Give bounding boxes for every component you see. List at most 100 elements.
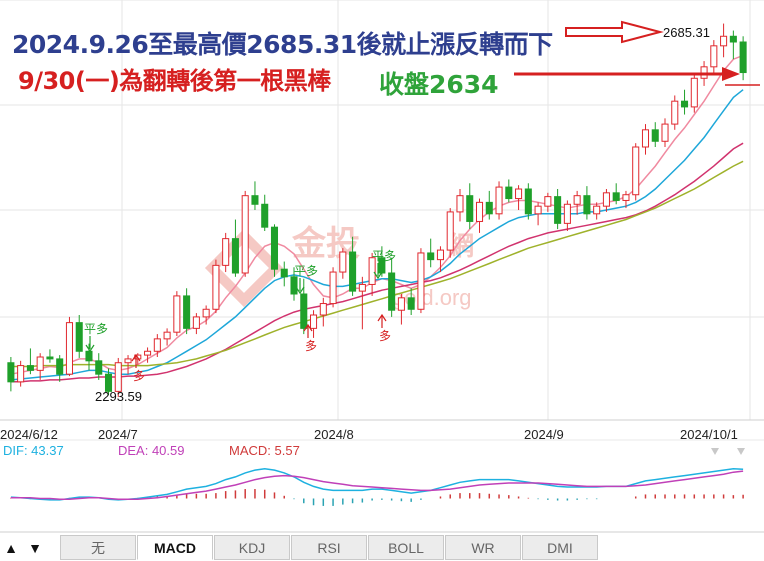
candle-body	[349, 251, 357, 292]
moving-average-lines	[10, 54, 744, 383]
dea-line	[10, 470, 744, 500]
signal-flat-long: 平多	[294, 264, 318, 295]
candle	[222, 232, 230, 273]
candle-body	[300, 293, 308, 329]
candle-body	[407, 297, 415, 310]
candle	[505, 179, 513, 203]
candle	[251, 181, 259, 210]
candle	[339, 248, 347, 279]
candle-body	[56, 358, 64, 375]
candle-body	[153, 338, 161, 352]
watermark-domain: gold.org	[392, 285, 472, 310]
candle	[388, 257, 396, 317]
candle	[310, 310, 318, 338]
ma-line-pink	[10, 54, 744, 375]
watermark-name: 金投	[291, 224, 360, 264]
tab-kdj[interactable]: KDJ	[214, 535, 290, 560]
candle-body	[163, 331, 171, 340]
candle-body	[388, 272, 396, 311]
candle	[280, 261, 288, 287]
candle-body	[124, 358, 132, 364]
candle	[573, 190, 581, 215]
candle	[651, 122, 659, 147]
signal-arrowhead	[377, 313, 387, 322]
candle-body	[329, 271, 337, 305]
candle	[173, 291, 181, 336]
candle-body	[739, 41, 747, 74]
candle-body	[36, 356, 44, 371]
candle	[710, 40, 718, 73]
candle-body	[397, 297, 405, 311]
candle-body	[144, 350, 152, 356]
candle-body	[436, 249, 444, 261]
candle-body	[173, 295, 181, 333]
candle	[739, 36, 747, 81]
candle-body	[95, 360, 103, 375]
signal-arrowhead	[85, 344, 95, 353]
candle	[593, 202, 601, 220]
signal-label: 平多	[372, 249, 396, 263]
arrow-to-peak	[565, 20, 664, 44]
candle-body	[729, 35, 737, 43]
scroll-down-icon[interactable]: ▼	[28, 540, 42, 556]
candle-body	[202, 308, 210, 318]
candle	[466, 183, 474, 230]
candle-body	[651, 129, 659, 142]
tab-rsi[interactable]: RSI	[291, 535, 367, 560]
ma-line-magenta	[10, 142, 744, 383]
signal-label: 多	[133, 369, 145, 383]
candle-body	[212, 264, 220, 310]
candle	[124, 355, 132, 375]
tab-dmi[interactable]: DMI	[522, 535, 598, 560]
candle-body	[690, 77, 698, 108]
candle	[163, 328, 171, 346]
candle	[671, 95, 679, 130]
candle	[192, 313, 200, 335]
tab-wr[interactable]: WR	[445, 535, 521, 560]
candle-body	[466, 195, 474, 222]
candle-body	[231, 238, 239, 274]
candle	[183, 288, 191, 335]
candle-body	[524, 188, 532, 215]
candle-body	[495, 186, 503, 215]
candle-body	[358, 283, 366, 292]
candle	[436, 246, 444, 273]
annotation-first-black-bar: 9/30(一)為翻轉後第一根黑棒	[18, 67, 331, 95]
ma-line-olive	[10, 160, 744, 368]
peak-price-label: 2685.31	[663, 25, 710, 40]
signal-arrowhead	[131, 353, 141, 362]
candle	[417, 248, 425, 314]
tab-macd[interactable]: MACD	[137, 535, 213, 560]
candle-body	[26, 365, 34, 371]
signal-arrowhead	[303, 323, 313, 332]
candle-body	[85, 350, 93, 362]
candle-body	[534, 205, 542, 215]
ma-line-cyan	[10, 89, 744, 381]
candle	[612, 183, 620, 205]
candle	[270, 224, 279, 277]
signal-label: 多	[379, 329, 391, 343]
candle	[17, 360, 25, 387]
signal-label: 平多	[84, 322, 108, 336]
candle-body	[222, 238, 230, 266]
signal-flat-long: 平多	[84, 322, 108, 353]
candle	[36, 353, 44, 380]
candle-body	[573, 195, 581, 205]
candle	[368, 252, 376, 296]
candle	[641, 124, 650, 155]
macd-value: MACD: 5.57	[229, 443, 300, 458]
candle	[534, 202, 542, 226]
tab-none[interactable]: 无	[60, 535, 136, 560]
scroll-up-icon[interactable]: ▲	[4, 540, 18, 556]
candle-body	[710, 45, 718, 68]
candle	[495, 181, 503, 220]
candle	[65, 316, 73, 377]
tab-boll[interactable]: BOLL	[368, 535, 444, 560]
candle	[26, 348, 34, 375]
candle-body	[622, 194, 630, 201]
candle	[690, 74, 698, 113]
candle-body	[192, 316, 200, 329]
low-price-label: 2293.59	[95, 389, 142, 404]
candle	[720, 23, 728, 58]
